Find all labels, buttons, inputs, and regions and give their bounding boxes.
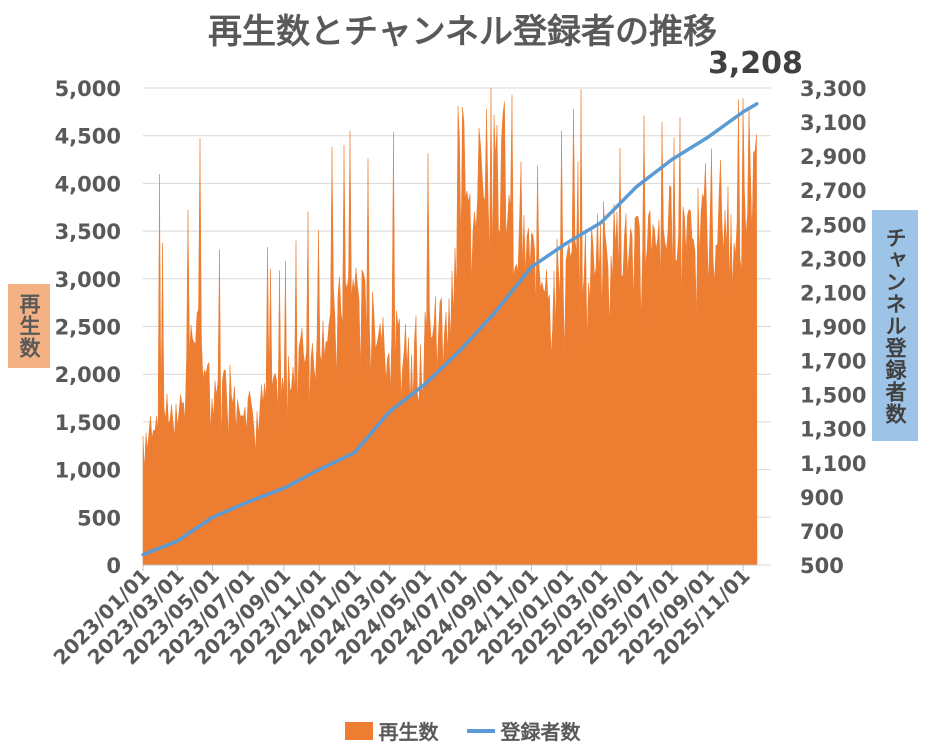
subscribers-point [494, 309, 498, 313]
y-right-tick-label: 1,100 [800, 452, 866, 476]
subscribers-point [353, 450, 357, 455]
subscribers-point [755, 102, 759, 106]
subscribers-point [175, 539, 179, 543]
y-left-tick-label: 2,000 [55, 363, 121, 387]
y-left-tick-label: 5,000 [55, 77, 121, 101]
subscribers-point [387, 410, 392, 414]
subscribers-point [141, 553, 145, 557]
y-left-tick-label: 1,000 [55, 459, 121, 483]
y-right-tick-label: 2,100 [800, 281, 866, 305]
subscribers-line [141, 102, 759, 557]
subscribers-point [317, 468, 321, 472]
views-area [142, 87, 758, 566]
y-right-tick-label: 2,300 [800, 247, 866, 271]
subscribers-point [529, 265, 534, 269]
y-right-tick-label: 2,700 [800, 179, 866, 203]
y-left-tick-label: 4,000 [55, 172, 121, 196]
subscribers-point [423, 382, 427, 387]
subscribers-point [706, 135, 710, 140]
y-left-axis-label: 再生数 [8, 284, 50, 368]
y-left-tick-label: 1,500 [55, 411, 121, 435]
y-right-tick-label: 1,900 [800, 316, 866, 340]
subscribers-point [246, 500, 250, 504]
subscribers-point [565, 241, 569, 245]
x-axis-ticks: 2023/01/012023/03/012023/05/012023/07/01… [49, 564, 757, 670]
legend-label-subscribers: 登録者数 [500, 720, 581, 744]
legend-swatch-views [344, 721, 373, 740]
y-right-tick-label: 1,700 [800, 350, 866, 374]
subscribers-point [741, 110, 745, 114]
y-right-tick-label: 700 [800, 520, 844, 544]
y-right-tick-label: 1,300 [800, 418, 866, 442]
subscribers-point [210, 515, 215, 519]
y-right-tick-label: 3,100 [800, 111, 866, 135]
subscribers-point [458, 348, 462, 352]
latest-subscriber-count: 3,208 [708, 46, 803, 81]
legend-item-subscribers: 登録者数 [466, 716, 581, 745]
y-left-tick-label: 4,500 [55, 125, 121, 149]
y-left-tick-label: 3,500 [55, 220, 121, 244]
y-left-tick-label: 3,000 [55, 268, 121, 292]
legend: 再生数 登録者数 [0, 716, 925, 745]
y-right-axis-label: チャンネル登録者数 [872, 210, 918, 441]
y-right-tick-label: 2,500 [800, 213, 866, 237]
subscribers-point [670, 157, 674, 162]
chart-title: 再生数とチャンネル登録者の推移 [208, 12, 717, 52]
subscribers-point [599, 220, 603, 225]
subscribers-point [282, 486, 286, 490]
legend-item-views: 再生数 [344, 716, 439, 745]
y-left-ticks: 0 500 1,000 1,500 2,000 2,500 3,000 3,500 4,000 4… [55, 77, 121, 578]
y-right-tick-label: 900 [800, 486, 844, 510]
legend-label-views: 再生数 [378, 720, 439, 744]
y-left-tick-label: 0 [106, 554, 121, 578]
y-right-tick-label: 500 [800, 554, 844, 578]
y-left-tick-label: 2,500 [55, 316, 121, 340]
views-area-shape [142, 87, 758, 566]
y-left-tick-label: 500 [77, 506, 121, 530]
legend-swatch-subscribers [466, 728, 495, 733]
y-right-ticks: 500 700 900 1,100 1,300 1,500 1,700 1,900 2,100 2… [800, 77, 866, 578]
y-right-tick-label: 3,300 [800, 77, 866, 101]
subscribers-point [634, 185, 639, 189]
y-right-tick-label: 1,500 [800, 384, 866, 408]
y-right-tick-label: 2,900 [800, 145, 866, 169]
